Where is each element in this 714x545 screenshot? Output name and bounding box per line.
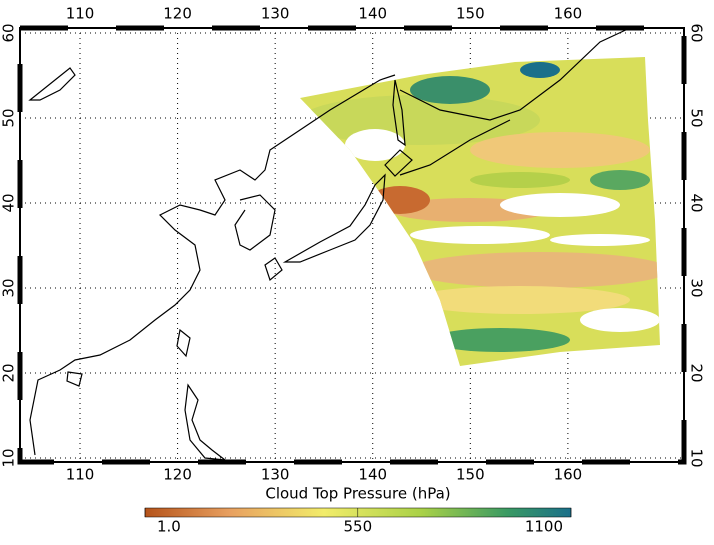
x-tick-label-top: 160	[554, 5, 583, 23]
y-tick-label-right: 40	[688, 193, 706, 212]
y-tick-label-left: 20	[0, 363, 18, 382]
y-tick-label-left: 30	[0, 278, 18, 297]
y-tick-label-left: 10	[0, 448, 18, 467]
coastlines	[28, 27, 631, 461]
y-tick-label-left: 60	[0, 23, 18, 42]
colorbar-tick-label: 550	[343, 518, 372, 536]
x-tick-label-bottom: 140	[358, 466, 387, 484]
grid	[20, 28, 684, 462]
y-tick-label-right: 50	[688, 108, 706, 127]
y-tick-label-right: 10	[688, 448, 706, 467]
x-tick-label-bottom: 130	[261, 466, 290, 484]
x-tick-label-bottom: 120	[163, 466, 192, 484]
colorbar-tick-label: 1.0	[157, 518, 181, 536]
y-tick-label-left: 40	[0, 193, 18, 212]
colorbar-title: Cloud Top Pressure (hPa)	[265, 485, 450, 503]
y-tick-label-right: 30	[688, 278, 706, 297]
x-tick-label-bottom: 160	[554, 466, 583, 484]
x-tick-label-bottom: 110	[66, 466, 95, 484]
x-tick-label-top: 150	[456, 5, 485, 23]
x-tick-label-top: 110	[66, 5, 95, 23]
colorbar-tick-label: 1100	[525, 518, 563, 536]
x-tick-label-top: 140	[358, 5, 387, 23]
y-tick-label-left: 50	[0, 108, 18, 127]
frame-ticks	[17, 25, 687, 465]
y-tick-label-right: 20	[688, 363, 706, 382]
x-tick-label-top: 130	[261, 5, 290, 23]
y-tick-label-right: 60	[688, 23, 706, 42]
tick-labels: 110 110 120 120 130 130 140 140 150 150 160 160 10 10…	[0, 5, 706, 484]
x-tick-label-bottom: 150	[456, 466, 485, 484]
x-tick-label-top: 120	[163, 5, 192, 23]
